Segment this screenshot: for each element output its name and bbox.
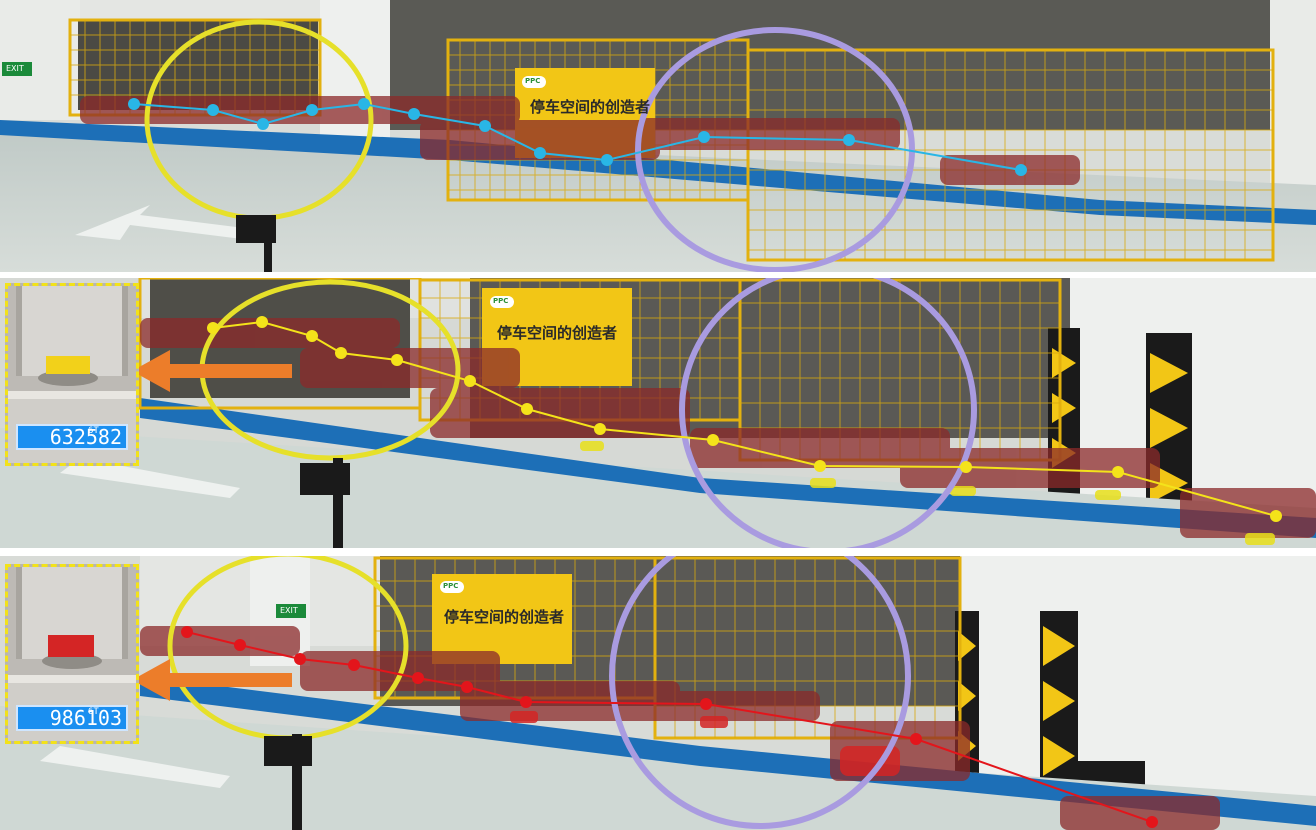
trajectory-line — [186, 631, 1153, 823]
trajectory-point — [234, 639, 246, 651]
trajectory-point — [814, 460, 826, 472]
trajectory-point — [358, 98, 370, 110]
sign-text: 停车空间的创造者 — [444, 608, 565, 626]
trajectory-point — [707, 434, 719, 446]
trajectory-point — [461, 681, 473, 693]
sign-logo: PPC — [493, 297, 509, 305]
scale-display: 632582 — [16, 424, 128, 450]
trajectory-point — [335, 347, 347, 359]
sign-logo: PPC — [525, 77, 541, 85]
trajectory-2 — [207, 316, 1282, 522]
trajectory-point — [601, 154, 613, 166]
trajectory-point — [700, 698, 712, 710]
trajectory-point — [257, 118, 269, 130]
scale-unit: 6T — [88, 707, 99, 717]
trajectory-point — [207, 322, 219, 334]
sign-text: 停车空间的创造者 — [530, 98, 651, 116]
trajectory-point — [294, 653, 306, 665]
photo-panel-2: 停车空间的创造者 PPC 632582 6T — [0, 278, 1316, 548]
trajectory-point — [1112, 466, 1124, 478]
trajectory-point — [1146, 816, 1158, 828]
trajectory-point — [1270, 510, 1282, 522]
sign-logo: PPC — [443, 582, 459, 590]
trajectory-point — [256, 316, 268, 328]
scale-inset: 986103 6T — [5, 564, 139, 744]
trajectory-point — [843, 134, 855, 146]
sign-text: 停车空间的创造者 — [497, 324, 618, 342]
exit-sign: EXIT — [6, 64, 24, 73]
scale-inset: 632582 6T — [5, 283, 139, 466]
trajectory-point — [464, 375, 476, 387]
photo-panel-3: 停车空间的创造者 PPC EXIT 986103 6T — [0, 556, 1316, 830]
trajectory-point — [181, 626, 193, 638]
scale-reading: 986103 — [49, 706, 122, 730]
trajectory-point — [306, 330, 318, 342]
trajectory-point — [698, 131, 710, 143]
trajectory-point — [960, 461, 972, 473]
trajectory-3 — [181, 626, 1158, 828]
scale-reading: 632582 — [49, 425, 122, 449]
exit-sign: EXIT — [280, 606, 298, 615]
trajectory-point — [594, 423, 606, 435]
trajectory-point — [391, 354, 403, 366]
payload-block — [48, 635, 94, 657]
scale-display: 986103 — [16, 705, 128, 731]
trajectory-point — [306, 104, 318, 116]
trajectory-point — [521, 403, 533, 415]
trajectory-point — [348, 659, 360, 671]
trajectory-point — [479, 120, 491, 132]
trajectory-point — [1015, 164, 1027, 176]
trajectory-point — [534, 147, 546, 159]
trajectory-point — [408, 108, 420, 120]
trajectory-line — [133, 102, 1022, 171]
scale-unit: 6T — [88, 426, 99, 436]
trajectory-point — [910, 733, 922, 745]
payload-block — [46, 356, 90, 374]
trajectory-point — [207, 104, 219, 116]
trajectory-point — [520, 696, 532, 708]
photo-panel-1: 停车空间的创造者 PPC EXIT — [0, 0, 1316, 272]
trajectory-1 — [128, 98, 1027, 176]
trajectory-point — [412, 672, 424, 684]
trajectory-point — [128, 98, 140, 110]
